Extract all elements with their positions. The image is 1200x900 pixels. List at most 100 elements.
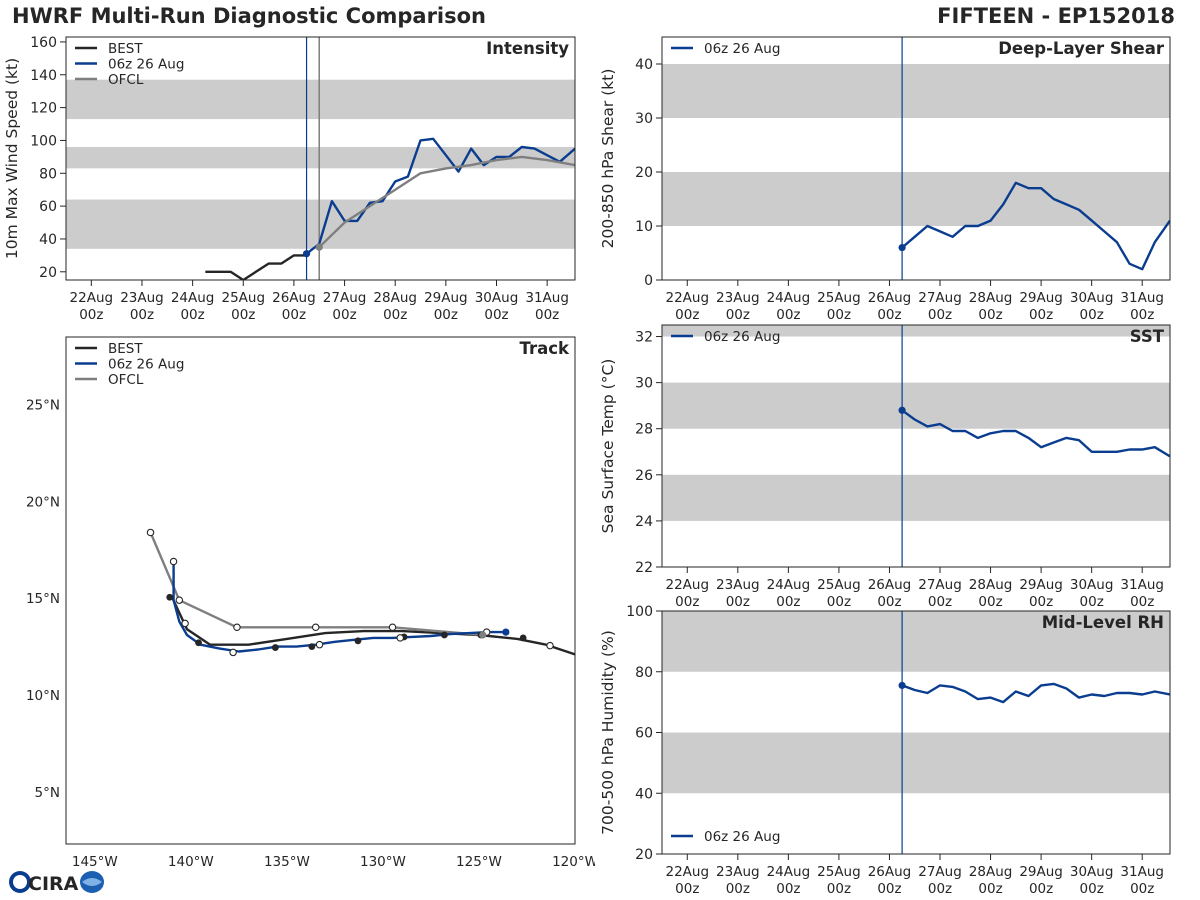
sst-xtick-label: 26Aug xyxy=(868,577,912,593)
shear-xtick-label: 30Aug xyxy=(1070,290,1114,306)
track-ytick-label: 10°N xyxy=(26,688,60,704)
rh-band xyxy=(662,611,1170,672)
intensity-xtick-sublabel: 00z xyxy=(79,307,103,323)
track-point xyxy=(479,631,487,639)
sst-title: SST xyxy=(1130,327,1165,346)
rh-xtick-label: 22Aug xyxy=(666,864,710,880)
shear-xtick-label: 28Aug xyxy=(969,290,1013,306)
track-xtick-label: 130°W xyxy=(360,854,406,870)
rh-ylabel: 700-500 hPa Humidity (%) xyxy=(599,630,617,835)
sst-chart: 22242628303222Aug00z23Aug00z24Aug00z25Au… xyxy=(599,324,1171,608)
shear-xtick-label: 27Aug xyxy=(918,290,962,306)
sst-plot-area xyxy=(662,325,1170,567)
intensity-xtick-label: 29Aug xyxy=(424,290,468,306)
intensity-xtick-sublabel: 00z xyxy=(434,307,458,323)
sst-xtick-label: 24Aug xyxy=(767,577,811,593)
intensity-ytick-label: 100 xyxy=(30,133,57,149)
intensity-xtick-label: 28Aug xyxy=(373,290,417,306)
sst-ytick-label: 24 xyxy=(635,514,653,530)
shear-xtick-sublabel: 00z xyxy=(1130,307,1154,323)
track-point xyxy=(233,623,241,632)
intensity-legend-label: BEST xyxy=(108,41,143,57)
shear-xtick-sublabel: 00z xyxy=(877,307,901,323)
shear-legend-label: 06z 26 Aug xyxy=(704,41,780,57)
sst-xtick-label: 31Aug xyxy=(1120,577,1164,593)
track-point xyxy=(175,596,184,604)
track-plot-area xyxy=(146,528,575,657)
intensity-series-start-marker xyxy=(302,250,311,258)
track-ytick-label: 20°N xyxy=(26,494,60,510)
rh-xtick-sublabel: 00z xyxy=(1080,881,1104,897)
rh-plot-area xyxy=(662,611,1170,854)
rh-xtick-sublabel: 00z xyxy=(978,881,1002,897)
track-point xyxy=(546,641,554,650)
intensity-chart: 2040608010012014016022Aug00z23Aug00z24Au… xyxy=(3,35,576,323)
deep-layer-shear-chart: 01020304022Aug00z23Aug00z24Aug00z25Aug00… xyxy=(599,36,1171,323)
intensity-xtick-sublabel: 00z xyxy=(332,307,356,323)
rh-series-06z-26-aug xyxy=(901,682,1170,704)
shear-xtick-sublabel: 00z xyxy=(675,307,699,323)
sst-xtick-label: 29Aug xyxy=(1019,577,1063,593)
sst-xtick-sublabel: 00z xyxy=(726,594,750,608)
intensity-series-06z-26-aug xyxy=(305,137,575,255)
track-point xyxy=(354,637,362,645)
sst-xtick-label: 25Aug xyxy=(817,577,861,593)
intensity-legend-label: OFCL xyxy=(108,72,144,88)
shear-ytick-label: 30 xyxy=(635,111,653,127)
track-point xyxy=(315,640,324,649)
shear-xtick-label: 23Aug xyxy=(716,290,760,306)
page-title: HWRF Multi-Run Diagnostic Comparison xyxy=(12,4,487,28)
rh-title: Mid-Level RH xyxy=(1042,613,1164,632)
intensity-title: Intensity xyxy=(486,39,569,58)
shear-ytick-label: 10 xyxy=(635,219,653,235)
track-line-best xyxy=(170,595,575,656)
track-point xyxy=(440,631,448,639)
sst-xtick-sublabel: 00z xyxy=(928,594,952,608)
sst-ytick-label: 22 xyxy=(635,560,653,576)
sst-ytick-label: 32 xyxy=(635,330,653,346)
sst-xtick-label: 27Aug xyxy=(918,577,962,593)
rh-xtick-sublabel: 00z xyxy=(675,881,699,897)
rh-xtick-label: 23Aug xyxy=(716,864,760,880)
rh-xtick-label: 26Aug xyxy=(868,864,912,880)
track-legend-label: OFCL xyxy=(108,372,144,388)
shear-ytick-label: 0 xyxy=(644,273,653,289)
sst-xtick-label: 22Aug xyxy=(666,577,710,593)
track-xtick-label: 125°W xyxy=(456,854,502,870)
intensity-ytick-label: 140 xyxy=(30,68,57,84)
shear-title: Deep-Layer Shear xyxy=(998,39,1165,58)
intensity-ytick-label: 80 xyxy=(39,166,57,182)
track-map: 145°W 140°W 135°W 130°W 125°W 120°W 5°N 10°N 15°… xyxy=(26,336,595,870)
track-point xyxy=(271,644,279,651)
rh-xtick-label: 25Aug xyxy=(817,864,861,880)
shear-series-06z-26-aug xyxy=(901,181,1170,271)
intensity-xtick-label: 26Aug xyxy=(272,290,316,306)
rh-series-start-marker xyxy=(898,681,906,690)
mid-level-rh-chart: 2040608010022Aug00z23Aug00z24Aug00z25Aug… xyxy=(599,604,1171,897)
cira-logo: CIRA xyxy=(9,871,104,895)
shear-xtick-label: 22Aug xyxy=(666,290,710,306)
shear-xtick-sublabel: 00z xyxy=(1080,307,1104,323)
track-point xyxy=(166,593,174,601)
sst-band xyxy=(662,474,1170,521)
track-title: Track xyxy=(520,339,570,358)
intensity-xtick-sublabel: 00z xyxy=(383,307,407,323)
storm-id-title: FIFTEEN - EP152018 xyxy=(937,4,1175,28)
track-xtick-label: 140°W xyxy=(168,854,214,870)
intensity-series-ofcl xyxy=(318,155,575,249)
track-legend-label: 06z 26 Aug xyxy=(108,357,184,373)
intensity-xtick-sublabel: 00z xyxy=(180,307,204,323)
shear-series-start-marker xyxy=(898,244,906,252)
rh-ytick-label: 80 xyxy=(635,665,653,681)
track-point xyxy=(502,628,510,636)
intensity-series-start-marker xyxy=(315,243,323,251)
rh-xtick-label: 30Aug xyxy=(1070,864,1114,880)
rh-ytick-label: 20 xyxy=(635,847,653,863)
rh-xtick-sublabel: 00z xyxy=(1029,881,1053,897)
track-frame xyxy=(65,336,576,845)
intensity-xtick-sublabel: 00z xyxy=(484,307,508,323)
intensity-xtick-sublabel: 00z xyxy=(231,307,255,323)
rh-xtick-label: 27Aug xyxy=(918,864,962,880)
intensity-band xyxy=(66,79,575,120)
sst-xtick-sublabel: 00z xyxy=(827,594,851,608)
